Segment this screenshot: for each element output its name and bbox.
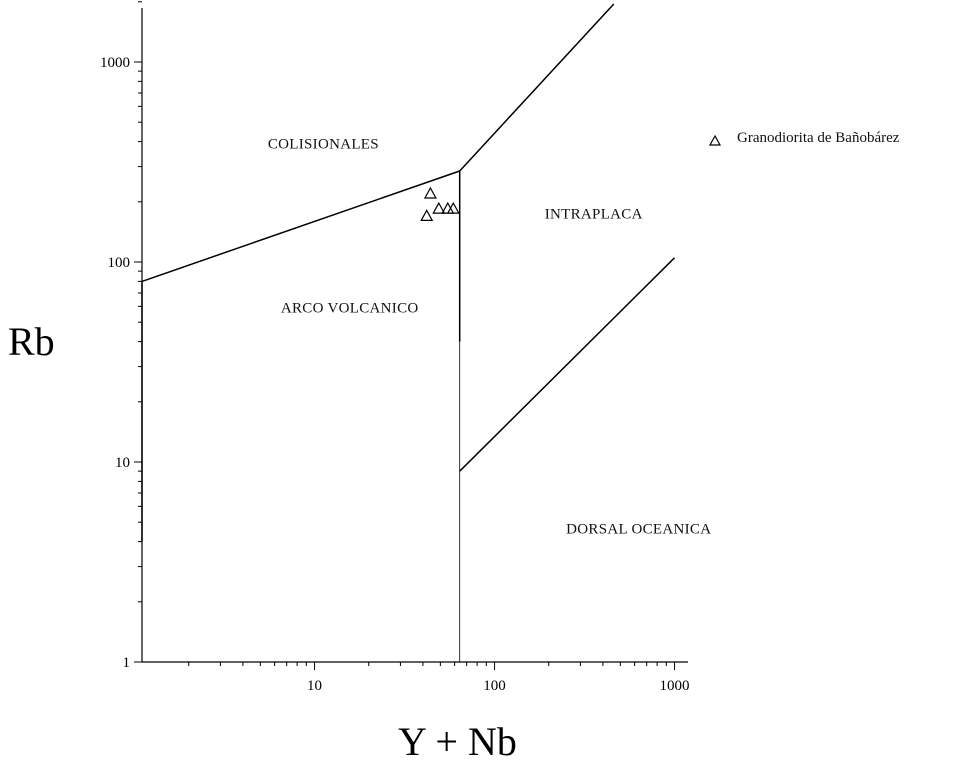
y-ticks: 1 10 100 1000 [100,1,142,671]
x-ticks: 10 100 1000 [188,662,690,694]
data-point [432,201,446,214]
x-tick-label: 10 [307,678,322,694]
field-boundaries [141,3,676,662]
x-tick-label: 1000 [660,678,690,694]
x-axis-title: Y + Nb [398,719,517,764]
boundary-intraplaca-dorsal [459,257,676,472]
field-label: COLISIONALES [268,136,379,152]
y-tick-label: 1 [123,655,131,671]
field-label: INTRAPLACA [545,207,643,223]
legend-marker-icon [708,134,722,146]
legend-label: Granodiorita de Bañobárez [737,130,900,146]
field-labels: COLISIONALES INTRAPLACA ARCO VOLCANICO DORS… [268,136,711,537]
y-tick-label: 100 [108,255,131,271]
axes [141,8,688,663]
y-tick-label: 1000 [100,55,130,71]
data-point [446,201,460,214]
data-point [420,209,434,221]
field-label: DORSAL OCEANICA [566,521,711,537]
y-axis-title: Rb [8,319,55,364]
boundary-colisionales-intraplaca [459,3,615,172]
boundary-colisionales-arco [141,170,460,283]
y-tick-label: 10 [115,455,130,471]
data-points [420,186,460,221]
x-tick-label: 100 [483,678,506,694]
data-point [423,186,437,199]
field-label: ARCO VOLCANICO [281,300,419,316]
legend: Granodiorita de Bañobárez [708,130,900,146]
